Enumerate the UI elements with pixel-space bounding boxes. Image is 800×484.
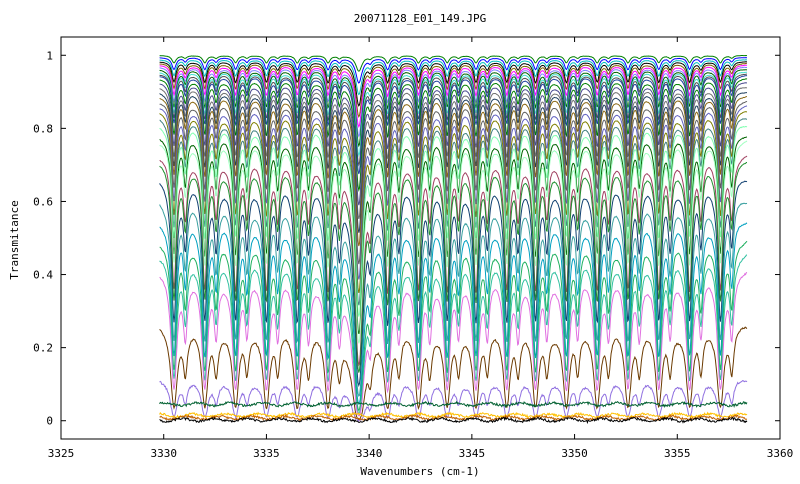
spectrum-series-line bbox=[159, 82, 747, 206]
spectrum-series-line bbox=[159, 155, 748, 367]
y-tick-label: 0.2 bbox=[33, 342, 53, 355]
chart-title: 20071128_E01_149.JPG bbox=[354, 12, 486, 25]
spectrum-series-line bbox=[159, 75, 748, 175]
x-axis-ticks: 3325 3330 3335 3340 3345 3350 3355 3360 bbox=[48, 37, 794, 460]
spectrum-series-line bbox=[159, 380, 748, 422]
spectrum-series-line bbox=[159, 136, 748, 335]
spectrum-series-line bbox=[159, 64, 748, 129]
y-tick-label: 0.4 bbox=[33, 269, 53, 282]
spectrum-series-line bbox=[159, 66, 748, 138]
spectrum-series-line bbox=[159, 326, 748, 421]
spectrum-series-line bbox=[159, 254, 748, 415]
y-tick-label: 0.6 bbox=[33, 195, 53, 208]
spectrum-series-line bbox=[159, 125, 748, 317]
spectrum-series-line bbox=[159, 140, 748, 344]
plot-area-frame bbox=[60, 36, 781, 440]
x-tick-label: 3360 bbox=[767, 447, 794, 460]
spectrum-series-line bbox=[159, 222, 748, 406]
x-tick-label: 3350 bbox=[561, 447, 588, 460]
spectrum-series-line bbox=[159, 92, 747, 233]
x-axis-title: Wavenumbers (cm-1) bbox=[360, 465, 479, 478]
spectrum-series-line bbox=[159, 78, 748, 193]
x-tick-label: 3345 bbox=[459, 447, 486, 460]
y-tick-label: 0 bbox=[46, 415, 53, 428]
spectrum-series-line bbox=[159, 162, 747, 373]
x-tick-label: 3355 bbox=[664, 447, 691, 460]
spectrum-series-line bbox=[159, 57, 747, 84]
spectrum-series-line bbox=[159, 100, 748, 265]
spectrum-series-line bbox=[159, 202, 748, 397]
spectrum-series-line bbox=[159, 411, 748, 419]
y-tick-label: 0.8 bbox=[33, 122, 53, 135]
spectrum-series-line bbox=[159, 71, 747, 158]
spectrum-series-line bbox=[159, 400, 748, 409]
spectrum-series-line bbox=[159, 54, 748, 72]
spectrum-series-line bbox=[159, 96, 747, 247]
x-tick-label: 3335 bbox=[253, 447, 280, 460]
spectrum-series-line bbox=[159, 180, 748, 388]
y-axis-title: Transmitance bbox=[8, 200, 21, 279]
spectrum-series-line bbox=[159, 416, 748, 425]
spectrum-series-line bbox=[159, 73, 747, 167]
series-layer bbox=[159, 54, 748, 425]
y-tick-label: 1 bbox=[46, 49, 53, 62]
y-axis-ticks: 0 0.2 0.4 0.6 0.8 1 bbox=[33, 49, 780, 428]
x-tick-label: 3340 bbox=[356, 447, 383, 460]
spectrum-series-line bbox=[159, 105, 748, 280]
x-tick-label: 3325 bbox=[48, 447, 75, 460]
spectrum-series-line bbox=[159, 240, 748, 412]
spectrum-series-line bbox=[159, 69, 748, 148]
spectrum-series-line bbox=[159, 61, 748, 107]
spectrum-series-line bbox=[159, 414, 748, 422]
spectrum-series-line bbox=[159, 62, 748, 118]
spectrum-series-line bbox=[159, 111, 748, 294]
x-tick-label: 3330 bbox=[150, 447, 177, 460]
spectrum-series-line bbox=[159, 118, 748, 306]
spectrum-series-line bbox=[159, 59, 747, 96]
spectrum-series-line bbox=[159, 87, 748, 220]
spectrum-series-line bbox=[159, 272, 748, 417]
